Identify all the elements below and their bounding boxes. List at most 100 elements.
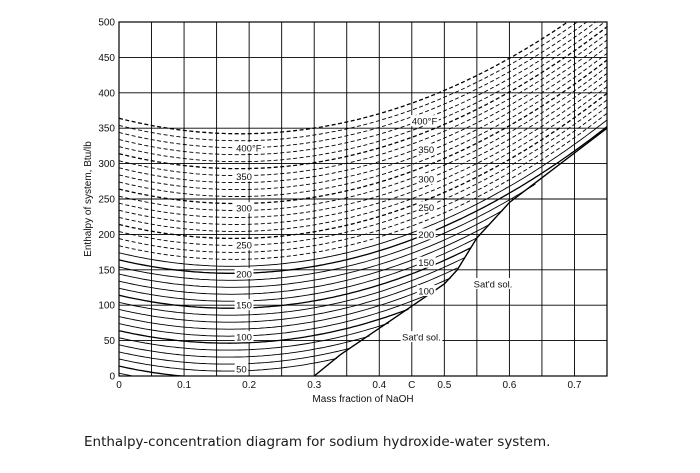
isotherm-label-bg (234, 299, 254, 311)
x-tick-label: 0.7 (568, 380, 582, 391)
isotherm-label-bg (416, 143, 436, 155)
saturation-label: Sat'd sol. (402, 333, 441, 344)
isotherm-line (119, 347, 351, 365)
isotherm-line (119, 365, 189, 376)
saturation-annotations: Sat'd sol. Sat'd sol. (400, 277, 514, 344)
x-tick-label: 0.2 (242, 380, 256, 391)
isotherm-label-bg (234, 142, 264, 154)
isotherm-line (119, 308, 409, 344)
isotherm-label: 200 (236, 270, 252, 281)
grid (119, 22, 607, 376)
isotherm-label-bg (416, 228, 436, 240)
isotherm-label: 150 (418, 258, 434, 269)
y-tick-label: 400 (98, 88, 115, 99)
y-tick-label: 250 (98, 195, 115, 206)
isotherm-line (119, 267, 458, 323)
saturation-curve (313, 127, 608, 377)
isotherm-label-bg (234, 362, 249, 374)
isotherm-label: 300 (236, 204, 252, 215)
isotherm-line (119, 46, 607, 191)
isotherm-line (119, 73, 607, 218)
isotherm-label-bg (410, 115, 439, 127)
isotherm-line (119, 26, 607, 170)
x-tick-label: 0.3 (307, 380, 321, 391)
enthalpy-concentration-chart: 400°F 350 300 250 200 150 100 50 400°F 350 300 250 2… (83, 18, 608, 405)
isotherm-line (119, 22, 597, 156)
isotherm-line (119, 79, 607, 225)
isotherm-line (119, 291, 435, 337)
isotherm-label-bg (234, 170, 254, 182)
isotherm-label: 250 (418, 203, 434, 214)
x-tick-labels: 0 0.1 0.2 0.3 0.4 C 0.5 0.6 0.7 (116, 380, 582, 391)
isotherm-line (119, 183, 536, 281)
y-axis-label: Enthalpy of system, Btu/lb (83, 141, 94, 257)
isotherm-labels: 400°F 350 300 250 200 150 100 50 400°F 350 300 250 2… (234, 115, 439, 375)
isotherm-line (119, 335, 370, 358)
isotherm-line (119, 277, 451, 330)
x-tick-label: 0.4 (372, 380, 386, 391)
isotherm-line (119, 106, 607, 253)
isotherm-line (119, 22, 588, 149)
x-tick-label: 0.1 (177, 380, 191, 391)
isotherm-label: 350 (418, 145, 434, 156)
plot-frame (118, 21, 608, 377)
saturation-label-bg (472, 277, 514, 289)
isotherm-label-bg (416, 285, 436, 297)
isotherm-label: 400°F (236, 144, 262, 155)
x-tick-label: 0 (116, 380, 122, 391)
isotherm-line (119, 22, 606, 163)
y-tick-label: 350 (98, 124, 115, 135)
isotherm-label: 150 (236, 301, 252, 312)
y-tick-label: 200 (98, 230, 115, 241)
isotherm-line (119, 33, 607, 177)
figure-caption: Enthalpy-concentration diagram for sodiu… (84, 434, 551, 450)
isotherm-label-bg (234, 331, 254, 343)
isotherm-label: 200 (418, 230, 434, 241)
isotherm-line (119, 112, 607, 260)
isotherm-line (119, 257, 465, 316)
isotherm-label: 50 (236, 364, 247, 375)
y-tick-label: 50 (104, 336, 116, 347)
saturation-label: Sat'd sol. (474, 279, 513, 290)
isotherm-line (119, 39, 607, 184)
isotherm-label-bg (234, 239, 254, 251)
isotherm-label-bg (234, 202, 254, 214)
isotherm-label: 250 (236, 241, 252, 252)
y-tick-labels: 0 50 100 150 200 250 300 350 400 450 500 (98, 18, 115, 383)
isotherm-label: 100 (236, 333, 252, 344)
isotherm-label-bg (234, 268, 254, 280)
isotherm-line (119, 126, 607, 274)
isotherm-line (119, 66, 607, 211)
saturation-label-bg (400, 331, 443, 343)
isotherm-line (119, 22, 569, 135)
isotherm-label-bg (416, 256, 436, 268)
x-tick-label: 0.6 (502, 380, 516, 391)
isotherm-line (119, 53, 607, 197)
isotherm-label-bg (416, 173, 436, 185)
x-tick-label: 0.5 (437, 380, 451, 391)
isotherm-label: 100 (418, 287, 434, 298)
y-tick-label: 300 (98, 159, 115, 170)
isotherm-lines (119, 22, 607, 376)
isotherm-line (119, 86, 607, 232)
isotherm-line (119, 322, 390, 351)
isotherm-line (119, 209, 504, 288)
isotherm-line (119, 59, 607, 205)
isotherm-line (119, 357, 338, 372)
isotherm-line (119, 99, 607, 246)
y-tick-label: 450 (98, 53, 115, 64)
isotherm-line (119, 22, 579, 142)
isotherm-line (119, 247, 471, 309)
y-tick-label: 0 (109, 372, 115, 383)
isotherm-line (119, 372, 136, 376)
isotherm-label: 300 (418, 175, 434, 186)
x-tick-label: C (408, 380, 415, 391)
isotherm-line (119, 119, 607, 267)
isotherm-label: 400°F (412, 117, 438, 128)
isotherm-label-bg (416, 201, 436, 213)
isotherm-line (119, 92, 607, 240)
y-tick-label: 100 (98, 301, 115, 312)
y-tick-label: 150 (98, 265, 115, 276)
saturation-line (313, 127, 608, 377)
x-axis-label: Mass fraction of NaOH (312, 394, 413, 405)
